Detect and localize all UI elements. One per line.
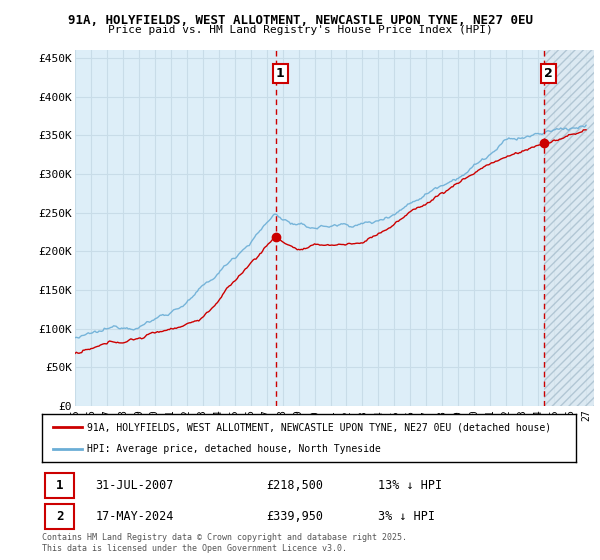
- Text: 1: 1: [276, 67, 284, 80]
- Text: 31-JUL-2007: 31-JUL-2007: [95, 479, 174, 492]
- Text: 13% ↓ HPI: 13% ↓ HPI: [379, 479, 443, 492]
- Text: HPI: Average price, detached house, North Tyneside: HPI: Average price, detached house, Nort…: [88, 444, 381, 454]
- FancyBboxPatch shape: [44, 473, 74, 498]
- Text: Contains HM Land Registry data © Crown copyright and database right 2025.
This d: Contains HM Land Registry data © Crown c…: [42, 533, 407, 553]
- Bar: [544, 50, 594, 406]
- Text: 2: 2: [56, 510, 64, 523]
- Text: 2: 2: [544, 67, 553, 80]
- Text: 17-MAY-2024: 17-MAY-2024: [95, 510, 174, 523]
- Text: 3% ↓ HPI: 3% ↓ HPI: [379, 510, 436, 523]
- Text: 1: 1: [56, 479, 64, 492]
- Text: £218,500: £218,500: [266, 479, 323, 492]
- Text: 91A, HOLYFIELDS, WEST ALLOTMENT, NEWCASTLE UPON TYNE, NE27 0EU: 91A, HOLYFIELDS, WEST ALLOTMENT, NEWCAST…: [67, 14, 533, 27]
- Text: £339,950: £339,950: [266, 510, 323, 523]
- Text: Price paid vs. HM Land Registry's House Price Index (HPI): Price paid vs. HM Land Registry's House …: [107, 25, 493, 35]
- Text: 91A, HOLYFIELDS, WEST ALLOTMENT, NEWCASTLE UPON TYNE, NE27 0EU (detached house): 91A, HOLYFIELDS, WEST ALLOTMENT, NEWCAST…: [88, 422, 551, 432]
- FancyBboxPatch shape: [44, 504, 74, 529]
